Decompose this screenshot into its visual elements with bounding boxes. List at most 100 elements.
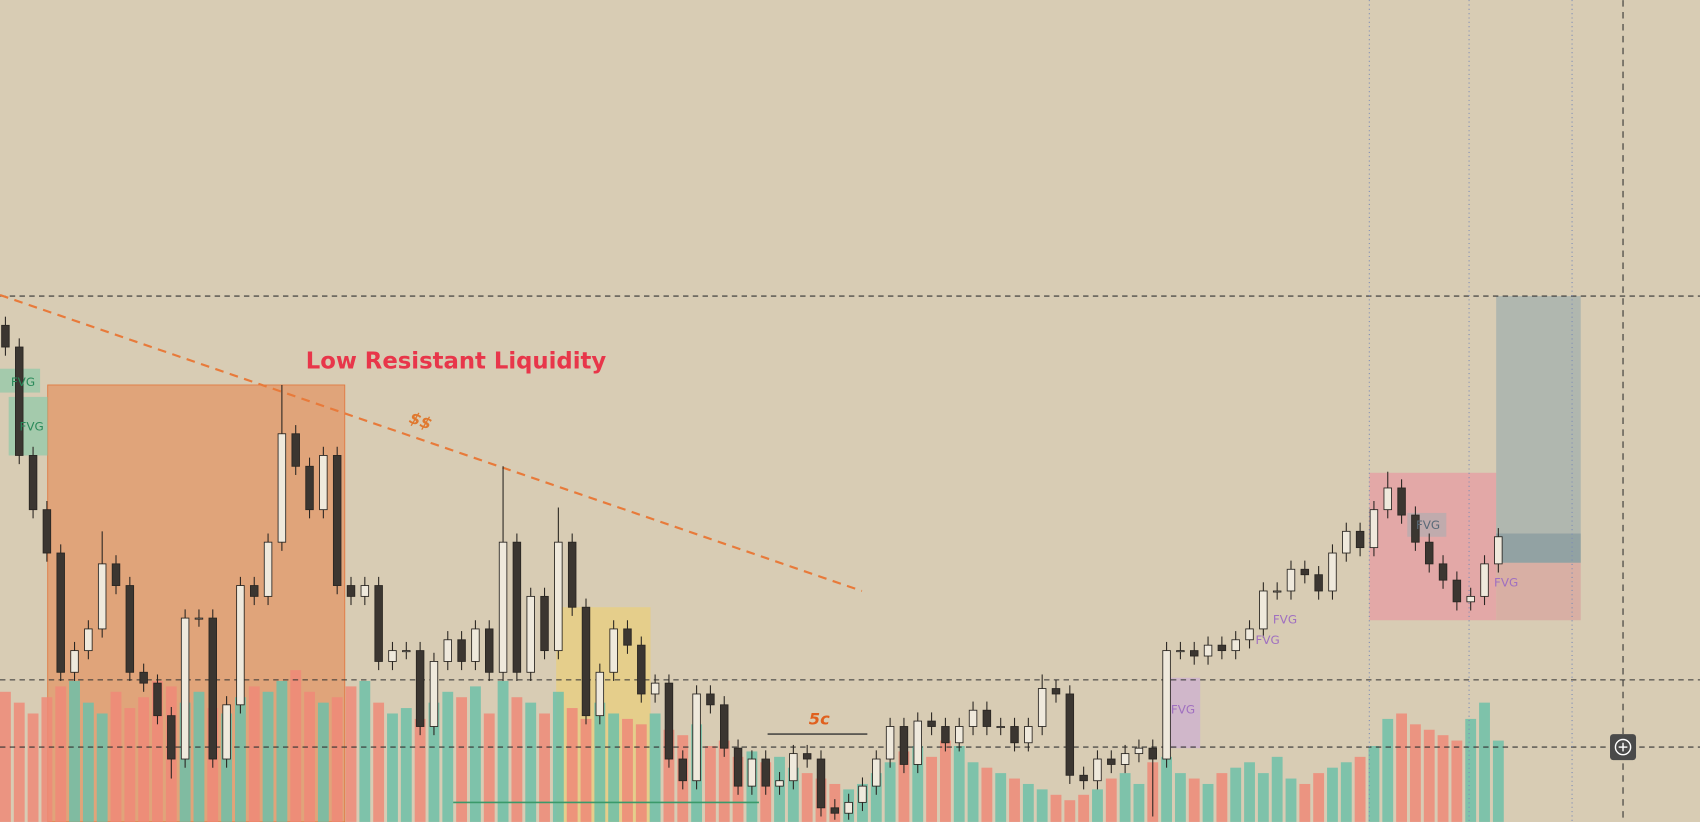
candle-body — [84, 628, 93, 652]
candle-body — [1355, 530, 1365, 549]
candle-body — [1314, 574, 1323, 592]
candle-body — [97, 563, 107, 630]
volume-bar — [622, 718, 633, 822]
candle-body — [664, 682, 674, 760]
candle-body — [789, 753, 798, 782]
candle-body — [402, 650, 411, 653]
fvg-label: FVG — [1273, 613, 1297, 627]
volume-bar — [718, 740, 730, 822]
volume-bar — [1202, 783, 1214, 822]
candle-body — [277, 433, 287, 543]
candle-body — [250, 585, 259, 597]
candle-body — [982, 709, 992, 727]
volume-bar — [400, 708, 412, 822]
candle-body — [885, 726, 895, 760]
volume-bar — [1299, 783, 1311, 822]
candle-body — [1286, 568, 1296, 592]
candle-body — [1245, 628, 1254, 641]
volume-bar — [552, 691, 564, 822]
candle-body — [1397, 487, 1406, 516]
volume-bar — [110, 691, 122, 822]
candle-body — [512, 541, 522, 673]
candle-body — [139, 671, 148, 684]
candle-body — [1259, 590, 1268, 630]
volume-bar — [953, 746, 965, 822]
trend-line — [0, 293, 863, 592]
volume-bar — [1022, 783, 1034, 822]
candle-body — [332, 455, 342, 586]
volume-bar — [1064, 800, 1076, 822]
candle-body — [457, 639, 466, 662]
candle-body — [595, 671, 605, 717]
volume-bar — [1216, 773, 1228, 822]
volume-bar — [1396, 713, 1407, 822]
candle-body — [498, 541, 508, 673]
volume-bar — [290, 670, 302, 822]
candle-body — [858, 785, 867, 803]
candle-body — [374, 585, 383, 662]
volume-bar — [497, 680, 509, 822]
volume-bar — [1382, 718, 1394, 822]
candle-body — [360, 585, 370, 597]
volume-bar — [635, 724, 647, 822]
candle-body — [291, 433, 300, 467]
volume-bar — [939, 740, 951, 822]
candle-body — [28, 455, 38, 511]
fvg-label: FVG — [11, 375, 35, 389]
volume-bar — [138, 697, 150, 822]
candle-body — [802, 753, 812, 760]
volume-bar — [1174, 773, 1186, 822]
candle-body — [1162, 650, 1171, 760]
volume-bar — [483, 713, 495, 822]
volume-bar — [193, 691, 205, 822]
volume-bar — [704, 746, 716, 822]
candle-body — [775, 780, 784, 787]
chart-title: Low Resistant Liquidity — [306, 349, 607, 375]
volume-bar — [41, 697, 53, 822]
candle-body — [968, 709, 978, 727]
candle-body — [1203, 644, 1213, 657]
candle-body — [1452, 579, 1462, 603]
candle-body — [872, 758, 881, 787]
volume-bar — [1492, 740, 1504, 822]
volume-bar — [801, 773, 813, 822]
candle-body — [1342, 530, 1351, 554]
candle-body — [42, 509, 52, 554]
volume-bar — [387, 713, 398, 822]
candle-body — [429, 661, 439, 727]
candle-body — [913, 720, 922, 765]
candle-body — [830, 807, 840, 814]
volume-bar — [981, 767, 993, 822]
candle-body — [1231, 639, 1240, 652]
volume-bar — [152, 680, 163, 822]
volume-bar — [1092, 789, 1103, 822]
volume-bar — [1423, 729, 1435, 822]
candle-body — [996, 726, 1005, 729]
candle-body — [1480, 563, 1489, 597]
entry-zone — [1496, 533, 1581, 563]
candle-body — [955, 726, 964, 744]
candle-body — [637, 644, 646, 695]
candle-body — [1148, 747, 1157, 760]
candle-body — [567, 541, 577, 608]
volume-bar — [1451, 740, 1463, 822]
volume-bar — [1313, 773, 1325, 822]
volume-bar — [469, 686, 481, 822]
volume-bar — [428, 702, 440, 822]
volume-bar — [456, 697, 468, 822]
candle-body — [305, 465, 314, 511]
candle-body — [650, 682, 660, 695]
fvg-label: FVG — [1494, 576, 1518, 590]
candle-body — [540, 595, 549, 652]
add-icon[interactable] — [1614, 738, 1632, 756]
volume-bar — [1368, 746, 1380, 822]
candle-body — [1424, 541, 1434, 565]
candle-body — [388, 650, 397, 662]
candle-body — [1411, 514, 1420, 543]
candle-body — [1093, 758, 1102, 782]
add-button[interactable] — [1610, 734, 1637, 761]
volume-bar — [0, 691, 11, 822]
volume-bar — [442, 691, 454, 822]
